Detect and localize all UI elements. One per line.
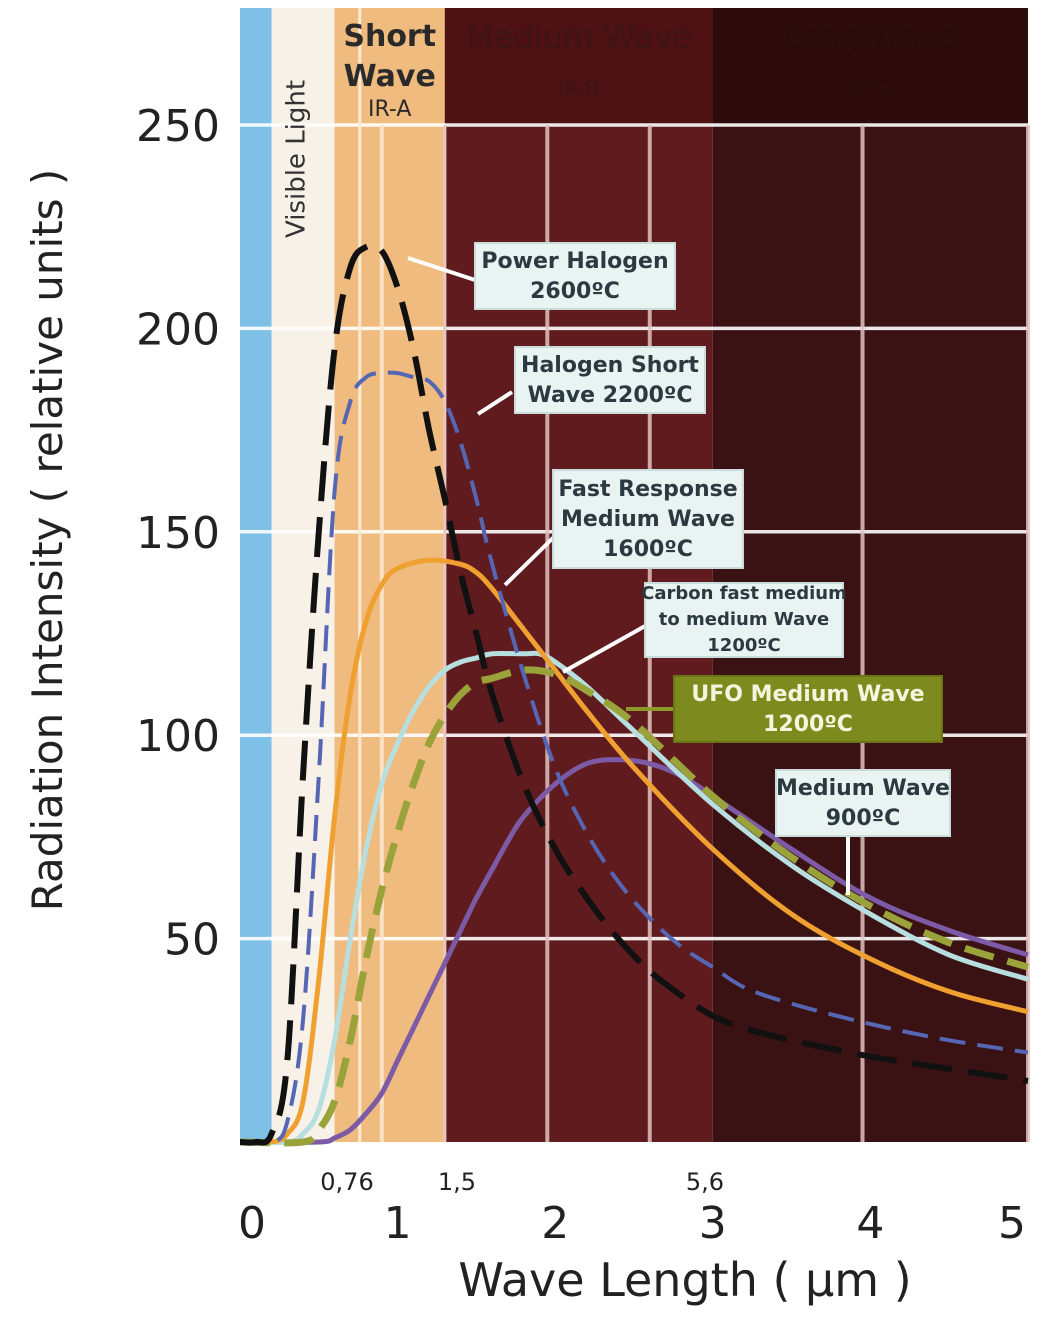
fast-response-label-leader: [503, 534, 557, 587]
y-tick-label-100: 100: [136, 711, 220, 762]
carbon-fast-label-text-3: 1200ºC: [707, 635, 780, 656]
band-header-medium: [444, 8, 713, 126]
fast-response-label-text-1: Fast Response: [558, 477, 737, 502]
x-axis-title: Wave Length ( µm ): [458, 1253, 911, 1307]
power-halogen-label-box: [474, 242, 676, 310]
ufo-medium-wave-label-box: [673, 675, 943, 743]
x-tick-label-0: 0: [238, 1198, 266, 1249]
band-labels: Visible Light Short Wave IR-A Medium Wave IR-…: [282, 18, 959, 238]
y-axis-title: Radiation Intensity ( relative units ): [23, 169, 72, 912]
series-line-4: [239, 666, 1030, 1147]
band-sublabel-irc: IR-C: [848, 77, 892, 102]
x-tick-label-2: 2: [541, 1198, 569, 1249]
ufo-medium-wave-label: UFO Medium Wave 1200ºC: [626, 675, 943, 743]
power-halogen-label-leader: [407, 256, 476, 282]
y-tick-label-150: 150: [136, 508, 220, 559]
medium-wave-900-label-text-1: Medium Wave: [776, 776, 950, 801]
fast-response-label-box: [552, 469, 744, 569]
medium-wave-900-label: Medium Wave 900ºC: [775, 769, 951, 895]
halogen-short-wave-label-text-1: Halogen Short: [521, 353, 699, 378]
band-header-long: [712, 8, 1028, 126]
series-line-0: [239, 242, 1029, 1146]
halogen-short-wave-label-text-2: Wave 2200ºC: [527, 383, 692, 408]
band-label-short-wave-2: Wave: [344, 59, 436, 94]
wavelength-bands: [240, 8, 1028, 1142]
band-label-short-wave-1: Short: [343, 19, 436, 54]
series-annotations: Power Halogen 2600ºC Halogen Short Wave 220…: [407, 242, 951, 895]
y-tick-label-200: 200: [136, 304, 220, 355]
x-minor-tick-label-0-76: 0,76: [320, 1168, 373, 1196]
fast-response-label: Fast Response Medium Wave 1600ºC: [503, 469, 744, 587]
ufo-medium-wave-label-text-2: 1200ºC: [763, 712, 853, 737]
x-tick-label-4: 4: [856, 1198, 884, 1249]
series-lines: [239, 242, 1030, 1147]
band-uv: [240, 8, 272, 1142]
fast-response-label-text-3: 1600ºC: [603, 537, 693, 562]
x-tick-label-3: 3: [699, 1198, 727, 1249]
halogen-short-wave-label: Halogen Short Wave 2200ºC: [476, 346, 706, 416]
carbon-fast-label-text-2: to medium Wave: [659, 609, 829, 630]
medium-wave-900-label-text-2: 900ºC: [826, 806, 900, 831]
series-line-3: [239, 650, 1029, 1146]
band-label-long-wave: Long Wave: [783, 18, 958, 56]
carbon-fast-label: Carbon fast medium to medium Wave 1200ºC: [562, 582, 847, 674]
fast-response-label-text-2: Medium Wave: [561, 507, 735, 532]
power-halogen-label-text-1: Power Halogen: [481, 249, 668, 274]
carbon-fast-label-leader: [562, 623, 648, 674]
halogen-short-wave-label-box: [514, 346, 706, 414]
band-sublabel-irb: IR-B: [557, 77, 600, 102]
band-label-visible-light: Visible Light: [282, 80, 312, 238]
carbon-fast-label-text-1: Carbon fast medium: [641, 583, 847, 604]
band-sublabel-ira: IR-A: [368, 97, 411, 122]
x-tick-label-1: 1: [384, 1198, 412, 1249]
x-minor-tick-label-1-5: 1,5: [438, 1168, 476, 1196]
series-line-5: [239, 757, 1029, 1145]
band-visible-light: [271, 8, 335, 1142]
ufo-medium-wave-label-text-1: UFO Medium Wave: [691, 682, 924, 707]
axes: 50 100 150 200 250 0 1 2 3 4 5 0,76 1,5 5,6: [136, 101, 1026, 1249]
y-tick-label-50: 50: [164, 915, 220, 966]
power-halogen-label: Power Halogen 2600ºC: [407, 242, 676, 310]
x-tick-label-5: 5: [998, 1198, 1026, 1249]
halogen-short-wave-label-leader: [476, 390, 514, 416]
x-minor-tick-label-3: 5,6: [686, 1168, 724, 1196]
y-tick-label-250: 250: [136, 101, 220, 152]
medium-wave-900-label-box: [775, 769, 951, 837]
band-long-wave: [712, 8, 1028, 1142]
power-halogen-label-text-2: 2600ºC: [530, 279, 620, 304]
carbon-fast-label-box: [644, 582, 844, 658]
band-medium-wave: [444, 8, 713, 1142]
band-label-medium-wave: Medium Wave: [466, 18, 692, 56]
series-line-2: [239, 557, 1029, 1146]
